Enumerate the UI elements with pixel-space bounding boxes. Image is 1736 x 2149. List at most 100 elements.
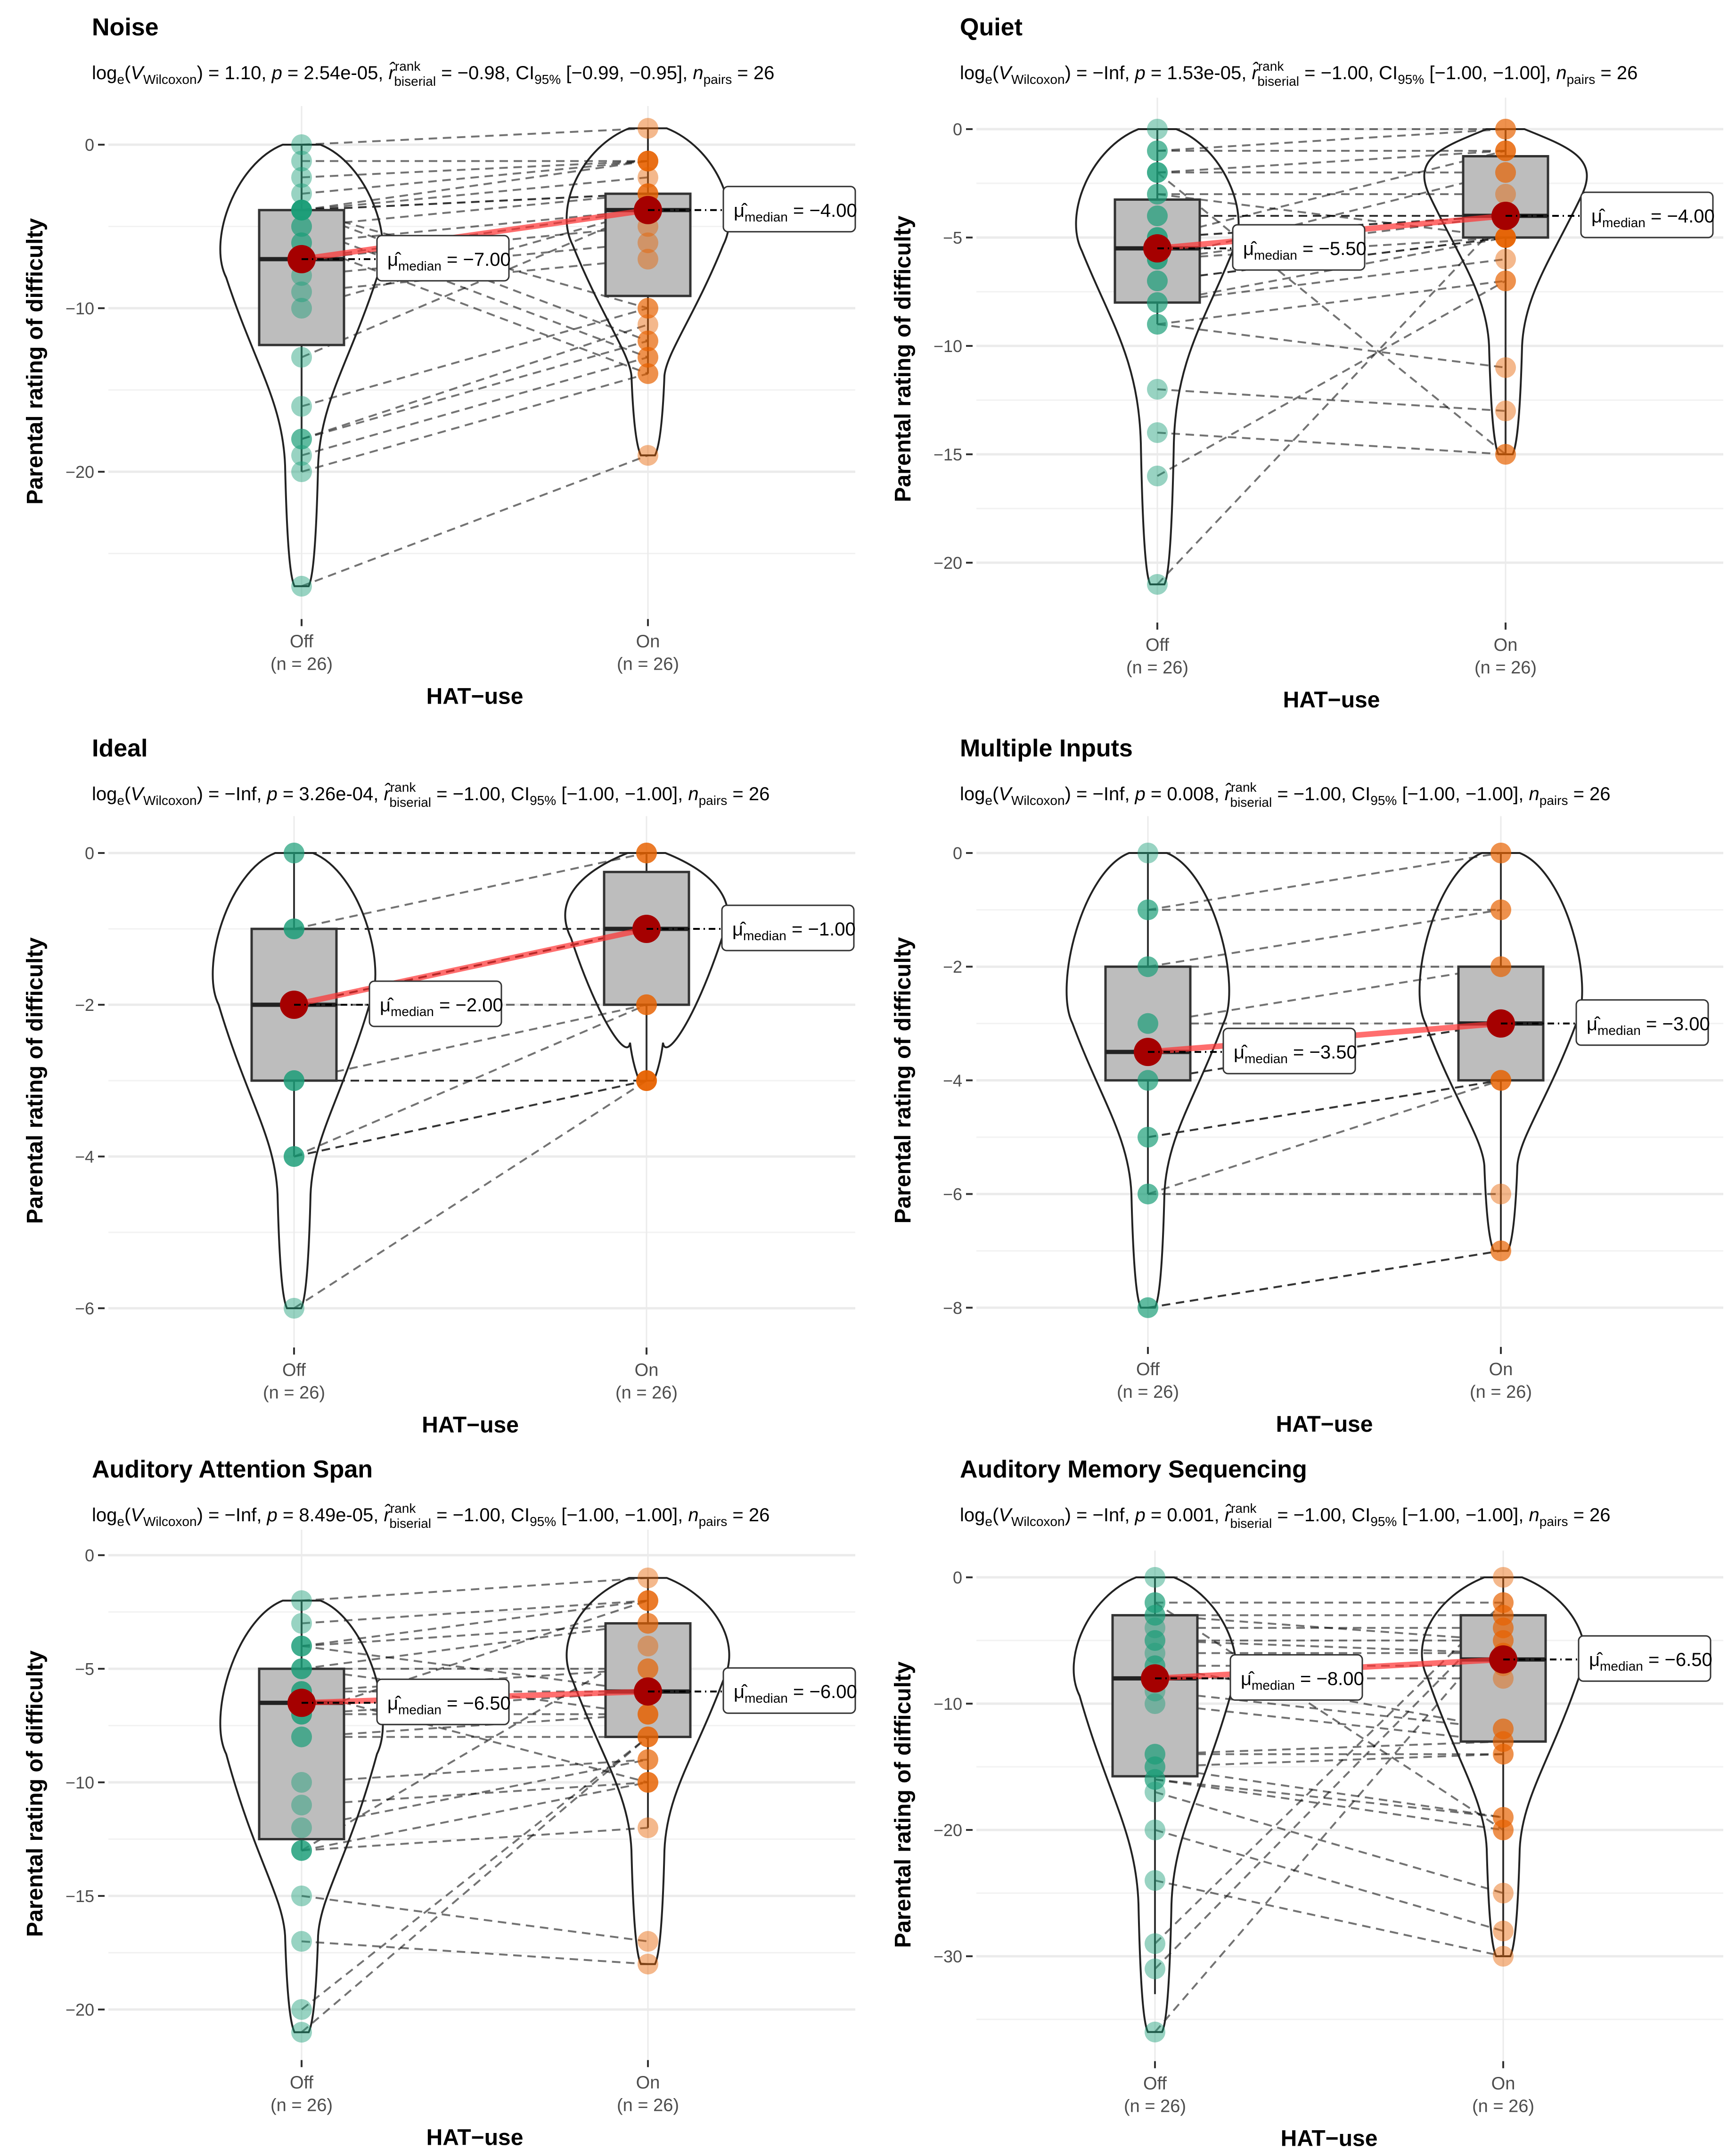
data-point-off <box>291 1840 312 1861</box>
paired-line <box>1147 1079 1501 1195</box>
data-point-on <box>636 994 657 1015</box>
data-point-on <box>638 330 658 352</box>
data-point-on <box>1495 357 1516 378</box>
panel-title: Multiple Inputs <box>960 735 1133 762</box>
data-point-on <box>1495 119 1516 139</box>
paired-line <box>293 1080 647 1309</box>
box-off <box>1111 1614 1199 1778</box>
paired-line <box>1147 1079 1501 1138</box>
data-point-off <box>1145 1820 1165 1840</box>
data-point-off <box>291 1726 312 1747</box>
median-label: μ̂median = −3.50 <box>1234 1042 1357 1066</box>
y-axis-title: Parental rating of difficulty <box>891 215 916 502</box>
y-tick-label: −4 <box>75 1147 94 1166</box>
data-point-on <box>638 1704 658 1725</box>
data-point-off <box>1145 1642 1165 1664</box>
paired-line <box>301 1736 649 2010</box>
data-point-on <box>1490 1240 1511 1262</box>
paired-line <box>1147 852 1501 911</box>
data-point-off <box>291 1635 312 1657</box>
x-tick-label-off: Off <box>290 632 313 652</box>
paired-line <box>1155 1829 1504 1932</box>
y-tick-label: −6 <box>75 1299 94 1318</box>
y-tick-label: −8 <box>943 1298 962 1318</box>
x-axis-title: HAT−use <box>422 1412 519 1437</box>
paired-line <box>301 1690 648 1783</box>
paired-line <box>301 1940 648 1965</box>
data-point-on <box>636 1070 657 1091</box>
x-tick-count: (n = 26) <box>1126 658 1188 678</box>
data-point-on <box>638 1658 658 1679</box>
data-point-on <box>1493 1718 1514 1739</box>
x-tick-label-on: On <box>1489 1360 1513 1379</box>
y-tick-label: 0 <box>953 1568 962 1587</box>
y-tick-label: −20 <box>66 2000 94 2019</box>
paired-line <box>301 193 648 228</box>
paired-line <box>1154 1601 1504 1831</box>
violin-off <box>1065 852 1230 1309</box>
data-point-on <box>638 1772 658 1793</box>
y-tick-label: −2 <box>943 957 962 976</box>
x-tick-label-on: On <box>1491 2074 1515 2094</box>
paired-line <box>301 1577 648 1602</box>
panel-subtitle: loge(VWilcoxon) = −Inf, p = 0.001, r̂ran… <box>960 1501 1611 1531</box>
paired-line <box>294 1080 647 1157</box>
panel-subtitle: loge(VWilcoxon) = −Inf, p = 1.53e-05, r̂… <box>960 59 1638 89</box>
y-tick-label: −10 <box>66 299 94 318</box>
median-label: μ̂median = −6.50 <box>387 1693 511 1717</box>
y-axis-title: Parental rating of difficulty <box>23 937 48 1224</box>
paired-line <box>1154 1602 1504 1944</box>
data-point-off <box>291 199 312 221</box>
data-point-off <box>1147 162 1168 183</box>
data-point-off <box>291 1658 312 1679</box>
data-point-off <box>291 298 312 319</box>
data-point-off <box>291 199 312 221</box>
data-point-on <box>638 1613 658 1634</box>
x-tick-count: (n = 26) <box>615 1383 678 1403</box>
data-point-off <box>1138 899 1158 920</box>
y-tick-label: −15 <box>66 1887 94 1906</box>
data-point-off <box>291 1590 312 1611</box>
y-tick-label: −20 <box>66 462 94 482</box>
x-tick-count: (n = 26) <box>1472 2097 1534 2116</box>
data-point-on <box>1493 1592 1514 1613</box>
data-point-on <box>1495 227 1516 248</box>
data-point-on <box>1493 1617 1514 1639</box>
data-point-on <box>1493 1807 1514 1828</box>
paired-line <box>1155 1703 1504 1743</box>
data-point-off <box>284 843 304 863</box>
data-point-on <box>1495 444 1516 465</box>
data-point-off <box>1145 1958 1165 1979</box>
data-point-on <box>1493 1668 1514 1689</box>
data-point-off <box>291 199 312 221</box>
paired-line <box>301 160 648 211</box>
data-point-off <box>1145 1605 1165 1626</box>
box-off <box>258 209 345 346</box>
data-point-off <box>1147 205 1168 226</box>
y-tick-label: −5 <box>75 1659 94 1679</box>
paired-line <box>301 160 648 195</box>
data-point-on <box>638 363 658 384</box>
data-point-on <box>638 1704 658 1725</box>
paired-line <box>301 209 648 358</box>
data-point-on <box>638 1726 658 1747</box>
y-tick-label: 0 <box>953 844 962 863</box>
paired-line <box>1154 1614 1504 1970</box>
panel-subtitle: loge(VWilcoxon) = 1.10, p = 2.54e-05, r̂… <box>92 59 774 89</box>
x-tick-count: (n = 26) <box>617 655 679 674</box>
data-point-off <box>291 1817 312 1838</box>
data-point-off <box>1145 1870 1165 1891</box>
paired-line <box>1157 432 1506 455</box>
data-point-on <box>636 843 657 863</box>
data-point-off <box>291 1840 312 1861</box>
data-point-on <box>1490 899 1511 920</box>
paired-line <box>301 454 648 587</box>
data-point-on <box>1490 1183 1511 1205</box>
data-point-on <box>1495 140 1516 161</box>
data-point-on <box>1493 1946 1514 1967</box>
y-tick-label: −20 <box>934 553 962 573</box>
data-point-on <box>638 1658 658 1679</box>
y-tick-label: −20 <box>934 1821 962 1840</box>
paired-line <box>301 323 648 440</box>
